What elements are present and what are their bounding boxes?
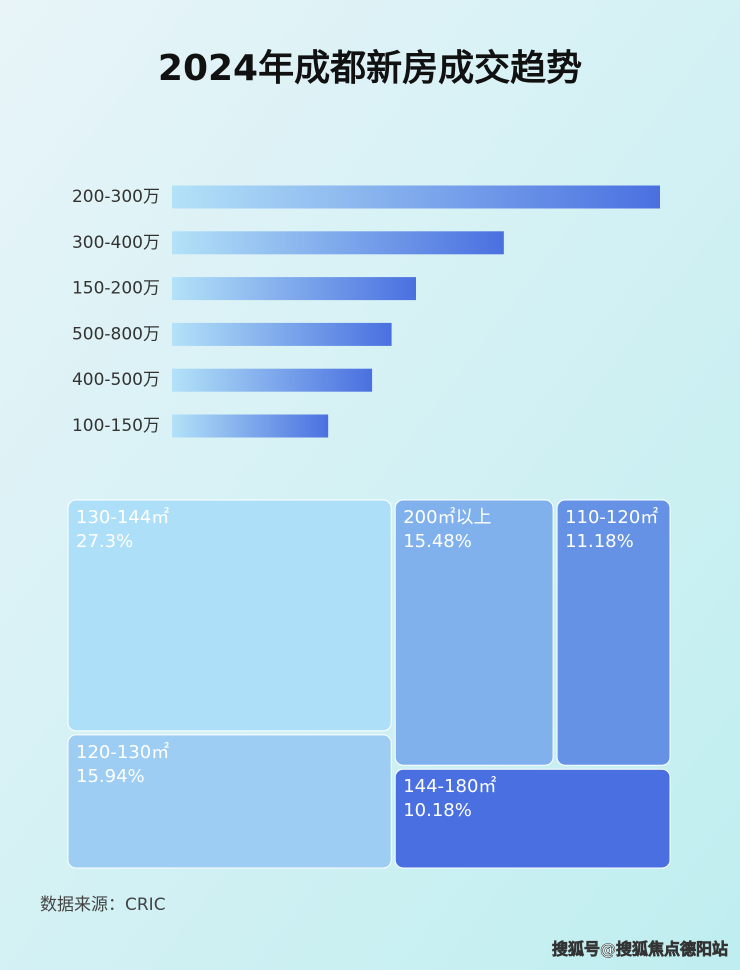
watermark: 搜狐号@搜狐焦点德阳站 — [552, 940, 728, 959]
bar — [172, 368, 373, 392]
bar — [172, 185, 660, 209]
treemap-cell — [394, 768, 671, 869]
cell-value: 15.48% — [403, 531, 472, 552]
cell-name: 200㎡以上 — [403, 506, 491, 528]
cell-value: 10.18% — [403, 800, 472, 821]
bar-label: 300-400万 — [72, 233, 160, 253]
cell-value: 27.3% — [76, 531, 133, 552]
treemap-cell — [67, 734, 392, 869]
bar — [172, 414, 329, 438]
bar-label: 400-500万 — [72, 370, 160, 390]
cell-value: 11.18% — [565, 531, 634, 552]
cell-name: 120-130㎡ — [76, 741, 169, 763]
cell-name: 110-120㎡ — [565, 506, 658, 528]
bar — [172, 231, 504, 255]
bar-label: 150-200万 — [72, 279, 160, 299]
title: 2024年成都新房成交趋势 — [158, 47, 582, 89]
bar-label: 200-300万 — [72, 187, 160, 207]
bar — [172, 322, 392, 346]
treemap-cell — [556, 499, 671, 766]
treemap-cell — [394, 499, 554, 766]
source: 数据来源：CRIC — [40, 895, 166, 915]
bar-label: 100-150万 — [72, 416, 160, 436]
cell-name: 130-144㎡ — [76, 506, 169, 528]
bar — [172, 277, 416, 301]
cell-name: 144-180㎡ — [403, 775, 496, 797]
bar-label: 500-800万 — [72, 324, 160, 344]
treemap-cell — [67, 499, 392, 732]
cell-value: 15.94% — [76, 766, 145, 787]
